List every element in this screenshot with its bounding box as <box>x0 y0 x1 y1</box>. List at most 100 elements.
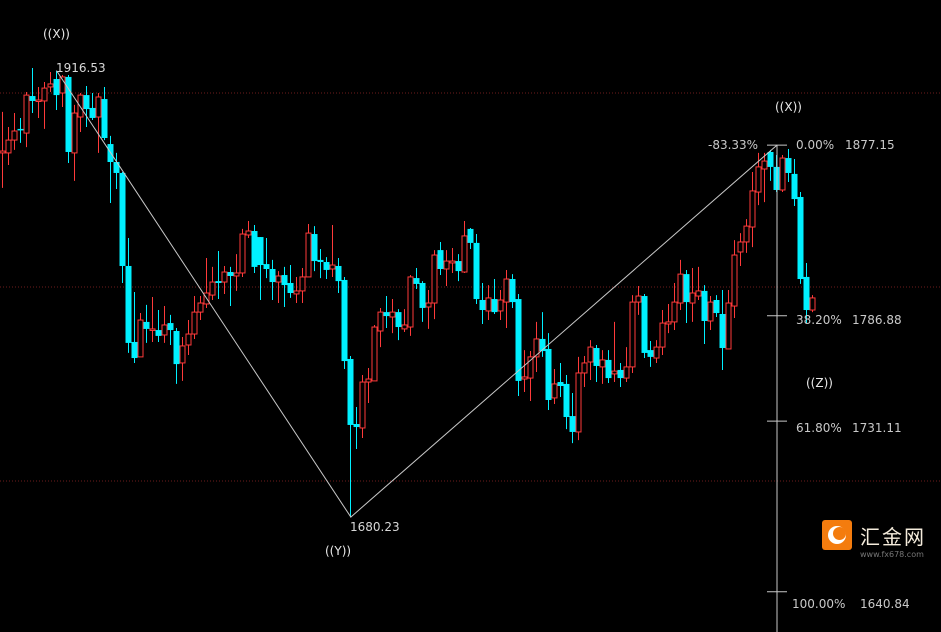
candle-down <box>317 248 324 279</box>
candle-down <box>311 226 318 272</box>
candle-body <box>641 296 648 353</box>
candle-down <box>347 355 354 518</box>
candle-down <box>683 269 690 324</box>
candle-up <box>581 355 588 387</box>
candle-body <box>617 369 624 379</box>
candle-down <box>155 310 162 342</box>
candle-up <box>245 220 252 238</box>
candle-body <box>611 370 618 375</box>
candle-down <box>557 362 564 397</box>
candle-body <box>809 297 816 311</box>
candle-up <box>371 324 378 382</box>
candle-down <box>269 259 276 300</box>
candle-down <box>353 406 360 449</box>
candle-down <box>173 327 180 384</box>
candle-body <box>515 299 522 381</box>
candle-down <box>341 276 348 369</box>
candle-body <box>179 345 186 364</box>
candle-body <box>71 112 78 154</box>
candle-body <box>131 341 138 359</box>
candle-up <box>671 282 678 331</box>
candle-body <box>239 233 246 274</box>
candle-body <box>725 302 732 350</box>
candle-body <box>665 321 672 325</box>
candle-down <box>509 274 516 308</box>
candle-down <box>545 333 552 411</box>
candle-down <box>593 344 600 383</box>
candle-up <box>497 289 504 321</box>
candle-up <box>209 266 216 300</box>
candle-body <box>695 290 702 297</box>
fib-value-382: 1786.88 <box>852 313 902 327</box>
candle-body <box>395 312 402 328</box>
candle-up <box>809 295 816 313</box>
candle-down <box>563 375 570 430</box>
candle-body <box>485 297 492 312</box>
candle-body <box>95 96 102 118</box>
candle-body <box>623 366 630 379</box>
candle-up <box>407 275 414 336</box>
candle-up <box>377 307 384 348</box>
candle-down <box>17 117 24 143</box>
candle-down <box>395 309 402 341</box>
candle-body <box>761 160 768 170</box>
candle-body <box>557 382 564 387</box>
candle-down <box>83 86 90 128</box>
candle-down <box>107 135 114 204</box>
candle-down <box>803 262 810 324</box>
candle-body <box>659 322 666 348</box>
fibonacci-tool[interactable] <box>767 144 787 632</box>
candle-down <box>647 341 654 367</box>
candle-body <box>209 281 216 296</box>
candle-down <box>479 282 486 325</box>
candle-down <box>113 152 120 190</box>
candle-up <box>611 321 618 383</box>
candle-up <box>551 368 558 404</box>
candle-up <box>47 72 54 93</box>
candle-body <box>221 271 228 283</box>
candle-body <box>413 278 420 284</box>
candle-down <box>713 295 720 318</box>
candle-body <box>563 383 570 418</box>
candle-up <box>521 350 528 393</box>
candle-up <box>431 250 438 320</box>
candle-body <box>23 94 30 134</box>
candle-body <box>425 302 432 308</box>
candle-body <box>41 87 48 102</box>
candle-up <box>239 228 246 277</box>
candle-body <box>575 372 582 433</box>
candle-up <box>197 296 204 321</box>
candle-body <box>257 237 264 266</box>
candle-body <box>251 231 258 267</box>
candle-up <box>0 111 6 188</box>
candle-body <box>317 259 324 263</box>
candle-body <box>689 292 696 304</box>
candle-body <box>581 362 588 374</box>
fib-value-100: 1640.84 <box>860 597 910 611</box>
candle-body <box>593 348 600 366</box>
candle-body <box>137 319 144 358</box>
candle-down <box>515 293 522 397</box>
candle-body <box>431 254 438 304</box>
candle-down <box>569 393 576 444</box>
fib-percent-100: 100.00% <box>792 597 845 611</box>
candle-up <box>149 296 156 342</box>
candle-body <box>701 290 708 321</box>
candle-up <box>737 233 744 266</box>
fib-value-0: 1877.15 <box>845 138 895 152</box>
candle-body <box>755 166 762 193</box>
candle-body <box>65 76 72 152</box>
candle-down <box>701 285 708 345</box>
candle-body <box>491 299 498 313</box>
candle-body <box>197 302 204 313</box>
fib-extension-label: -83.33% <box>708 138 758 152</box>
candle-body <box>707 301 714 322</box>
wave-label-y: ((Y)) <box>325 544 351 558</box>
candle-down <box>131 292 138 363</box>
candle-up <box>41 82 48 129</box>
candle-body <box>293 290 300 295</box>
candle-body <box>635 295 642 303</box>
candle-down <box>89 93 96 121</box>
candle-up <box>443 250 450 287</box>
grid-lines <box>0 92 941 482</box>
